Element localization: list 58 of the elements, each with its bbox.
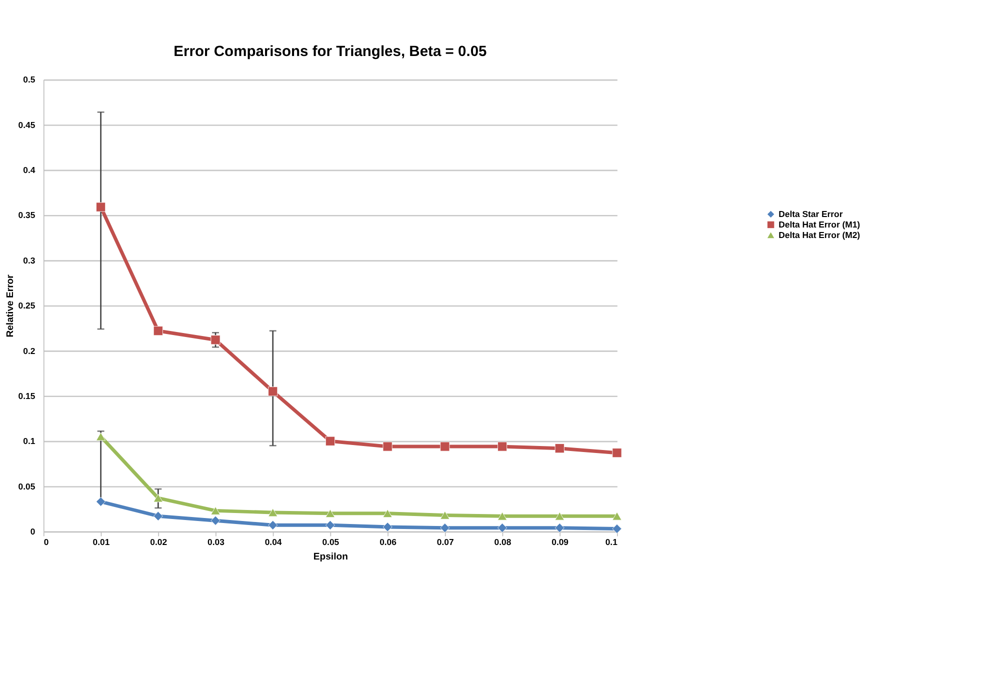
point (554, 512, 564, 520)
x-tick-label: 0 (44, 536, 49, 547)
y-tick-label: 0.15 (18, 390, 36, 401)
point (268, 508, 278, 517)
point (440, 442, 450, 452)
legend-label: Delta Hat Error (M1) (778, 219, 860, 230)
point (153, 511, 163, 521)
x-tick-label: 0.01 (92, 536, 110, 547)
y-tick-label: 0.5 (23, 74, 36, 85)
point (325, 509, 335, 518)
point (210, 506, 220, 515)
point (612, 524, 622, 534)
point (268, 520, 278, 530)
legend-label: Delta Hat Error (M2) (778, 230, 860, 240)
y-tick-label: 0.1 (23, 436, 36, 446)
x-tick-label: 0.1 (605, 536, 618, 547)
point (96, 496, 106, 506)
point (153, 494, 163, 502)
y-tick-label: 0.35 (18, 210, 36, 220)
y-tick-label: 0.25 (18, 300, 36, 311)
point (554, 444, 564, 454)
x-axis-title: Epsilon (313, 552, 348, 563)
point (96, 202, 106, 212)
point (498, 512, 508, 520)
point (210, 335, 220, 345)
chart-title: Error Comparisons for Triangles, Beta = 0.05 (174, 44, 487, 60)
point (612, 512, 622, 520)
x-tick-label: 0.09 (552, 536, 569, 547)
point (554, 523, 564, 533)
x-tick-label: 0.02 (150, 536, 168, 547)
point (498, 442, 508, 452)
x-tick-label: 0.05 (322, 536, 340, 547)
point (210, 516, 220, 526)
point (268, 386, 278, 396)
legend-label: Delta Star Error (778, 208, 844, 219)
x-tick-label: 0.08 (494, 536, 512, 547)
point (96, 432, 106, 441)
y-axis-title: Relative Error (5, 274, 16, 338)
point (440, 523, 450, 533)
y-tick-label: 0.4 (23, 165, 36, 176)
point (325, 436, 335, 446)
x-tick-label: 0.06 (380, 536, 397, 547)
point (382, 522, 392, 532)
y-tick-label: 0 (30, 526, 36, 537)
x-tick-label: 0.07 (436, 536, 454, 547)
y-tick-label: 0.2 (23, 346, 36, 356)
y-tick-label: 0.05 (18, 481, 36, 492)
x-tick-label: 0.03 (208, 536, 225, 547)
x-tick-label: 0.04 (264, 536, 282, 547)
y-tick-label: 0.45 (18, 120, 36, 130)
y-tick-label: 0.3 (23, 255, 36, 266)
point (382, 442, 392, 452)
point (498, 523, 508, 533)
point (382, 509, 392, 518)
point (153, 326, 163, 336)
point (612, 448, 622, 458)
point (325, 520, 335, 530)
point (440, 511, 450, 520)
